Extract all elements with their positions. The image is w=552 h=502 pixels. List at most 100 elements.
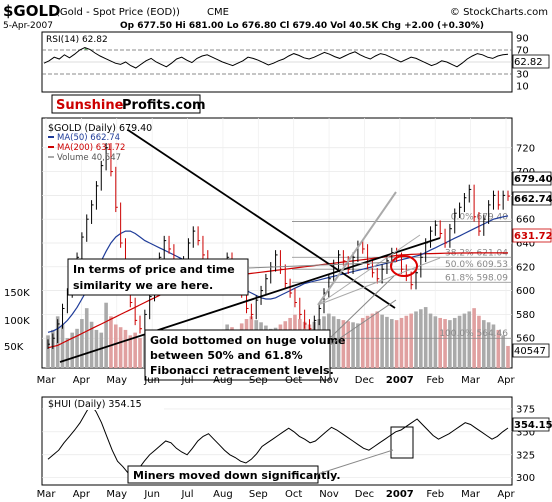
volume-bar [438, 317, 443, 368]
volume-bar [370, 313, 375, 368]
hui-title: $HUI (Daily) 354.15 [48, 399, 142, 410]
volume-bar [423, 307, 428, 368]
volume-bar [477, 315, 481, 368]
annotation-2-line-1: Gold bottomed on huge volume [150, 334, 346, 347]
ticker-symbol: $GOLD [3, 2, 61, 20]
price-xtick-label: Apr [73, 375, 91, 386]
price-ytick-label: 660 [516, 215, 535, 226]
legend-item: MA(50) 662.74 [57, 133, 120, 143]
volume-bar [452, 317, 457, 368]
price-xtick-label: Mar [37, 375, 57, 386]
volume-bar [399, 317, 404, 368]
price-ytick-label: 580 [516, 310, 535, 321]
volume-current-label: 40547 [514, 346, 546, 357]
volume-ytick-label: 150K [4, 288, 30, 299]
hui-annotation-box [127, 465, 319, 484]
hui-xtick-label: Nov [319, 489, 339, 500]
volume-bar [104, 302, 108, 368]
price-xtick-label: Oct [285, 375, 302, 386]
volume-bar [506, 345, 510, 368]
price-xtick-label: Jun [143, 375, 160, 386]
hui-ytick-label: 375 [516, 404, 535, 415]
rsi-line [43, 47, 509, 69]
annotation-1-line-1: In terms of price and time [73, 263, 235, 276]
fibonacci-label: 61.8% 598.09 [445, 273, 508, 283]
hui-xtick-label: Mar [461, 489, 481, 500]
price-ytick-label: 640 [516, 239, 535, 250]
volume-bar [433, 316, 438, 368]
volume-bar [457, 315, 462, 368]
fibonacci-label: 0.0% 679.40 [451, 213, 508, 223]
price-xtick-label: Jul [180, 375, 193, 386]
price-xtick-label: Sep [249, 375, 268, 386]
fib-fan-line [317, 191, 397, 306]
price-ytick-label: 560 [516, 334, 535, 345]
hui-xtick-label: Mar [37, 489, 57, 500]
hui-xtick-label: Jul [180, 489, 193, 500]
volume-bar [428, 313, 433, 368]
rsi-ytick-label: 70 [516, 46, 529, 57]
logo-part-2: Profits.com [122, 98, 206, 113]
volume-bar [443, 319, 447, 368]
legend-item: MA(200) 631.72 [57, 143, 125, 153]
hui-xtick-label: Aug [213, 489, 233, 500]
rsi-overbought-fill [84, 47, 93, 50]
price-xtick-label: 2007 [386, 375, 414, 386]
hui-xtick-label: Apr [73, 489, 91, 500]
volume-bar [360, 317, 365, 368]
downtrend-line [127, 129, 396, 309]
hui-xtick-label: 2007 [386, 489, 414, 500]
volume-bar [462, 313, 467, 368]
highlight-circle [390, 255, 418, 277]
volume-bar [501, 335, 505, 368]
rsi-ytick-label: 30 [516, 70, 529, 81]
hui-xtick-label: Apr [497, 489, 515, 500]
fib-fan-line [317, 257, 441, 306]
hui-ytick-label: 350 [516, 427, 535, 438]
price-current-label: 631.72 [514, 231, 552, 242]
hui-xtick-label: Jun [143, 489, 160, 500]
volume-bar [467, 311, 472, 368]
legend-item: Volume 40,547 [57, 153, 121, 163]
price-current-label: 679.40 [514, 174, 552, 185]
ma200-line [47, 252, 508, 349]
price-ytick-label: 620 [516, 262, 535, 273]
price-xtick-label: Apr [497, 375, 515, 386]
volume-bar [481, 320, 486, 368]
fib-fan-line [317, 234, 421, 306]
watermark: © StockCharts.com [450, 7, 548, 18]
volume-bar [94, 329, 99, 368]
volume-bar [99, 332, 104, 368]
fibonacci-label: 100.0% 564.46 [439, 329, 508, 339]
fibonacci-label: 50.0% 609.53 [445, 260, 508, 270]
price-current-label: 662.74 [514, 194, 552, 205]
volume-bar [123, 329, 128, 368]
price-xtick-label: Aug [213, 375, 233, 386]
volume-bar [109, 316, 113, 368]
volume-bar [118, 327, 123, 368]
rsi-title: RSI(14) 62.82 [46, 35, 108, 45]
volume-bar [394, 320, 399, 368]
hui-xtick-label: Feb [426, 489, 444, 500]
price-xtick-label: Nov [319, 375, 339, 386]
price-title: $GOLD (Daily) 679.40 [48, 123, 152, 134]
volume-bar [486, 322, 491, 368]
rsi-ytick-label: 90 [516, 34, 529, 45]
volume-bar [60, 324, 65, 368]
volume-bar [365, 315, 370, 368]
annotation-2-line-2: between 50% and 61.8% [150, 349, 303, 362]
volume-ytick-label: 50K [4, 342, 24, 353]
volume-bar [51, 329, 55, 368]
sunshine-profits-logo: Sunshine Profits.com [51, 94, 206, 114]
hui-ytick-label: 300 [516, 473, 535, 484]
volume-bar [356, 323, 360, 368]
volume-bar [113, 324, 118, 368]
annotation-box-2 [144, 329, 331, 381]
rsi-panel: 9070503010 62.82 RSI(14) 62.82 [41, 31, 550, 93]
price-xtick-label: Dec [355, 375, 374, 386]
hui-annotation: Miners moved down significantly. [133, 469, 341, 482]
volume-bar [80, 319, 84, 368]
annotation-2-line-3: Fibonacci retracement levels. [150, 364, 334, 377]
